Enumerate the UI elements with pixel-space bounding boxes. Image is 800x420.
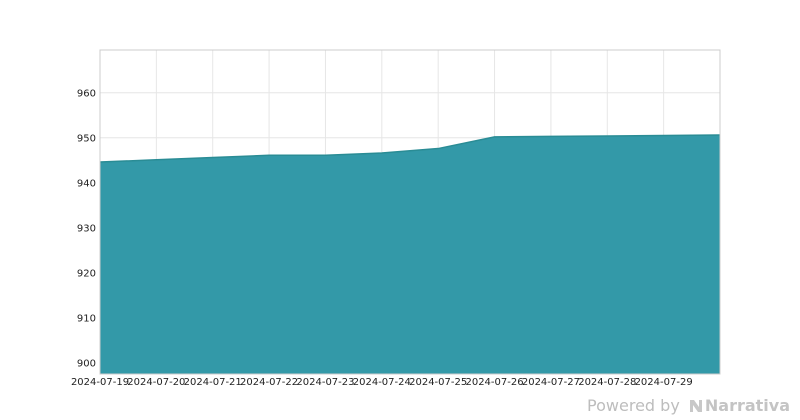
y-tick-label-900: 900 [77,358,96,369]
powered-by-footer: Powered by Narrativa [587,396,790,415]
x-axis-ticks: 2024-07-192024-07-202024-07-212024-07-22… [71,377,693,388]
x-tick-label-2024-07-23: 2024-07-23 [296,377,354,388]
x-tick-label-2024-07-20: 2024-07-20 [127,377,185,388]
y-tick-label-950: 950 [77,133,96,144]
plot-frame [99,49,721,375]
area-series-line [99,134,721,163]
x-tick-label-2024-07-27: 2024-07-27 [522,377,580,388]
x-tick-label-2024-07-29: 2024-07-29 [635,377,693,388]
y-axis-ticks: 900 910 920 930 940 950 960 [77,88,96,369]
narrativa-brand: Narrativa [704,396,790,415]
x-tick-label-2024-07-21: 2024-07-21 [184,377,242,388]
powered-by-text: Powered by [587,396,680,415]
area-series [100,135,720,374]
y-tick-label-910: 910 [77,313,96,324]
x-tick-label-2024-07-28: 2024-07-28 [578,377,636,388]
y-tick-label-940: 940 [77,178,96,189]
x-tick-label-2024-07-26: 2024-07-26 [465,377,523,388]
x-tick-label-2024-07-25: 2024-07-25 [409,377,467,388]
y-tick-label-960: 960 [77,88,96,99]
y-tick-label-920: 920 [77,268,96,279]
y-tick-label-930: 930 [77,223,96,234]
x-tick-label-2024-07-24: 2024-07-24 [353,377,411,388]
narrativa-logo-icon [689,400,702,412]
x-tick-label-2024-07-22: 2024-07-22 [240,377,298,388]
x-tick-label-2024-07-19: 2024-07-19 [71,377,129,388]
